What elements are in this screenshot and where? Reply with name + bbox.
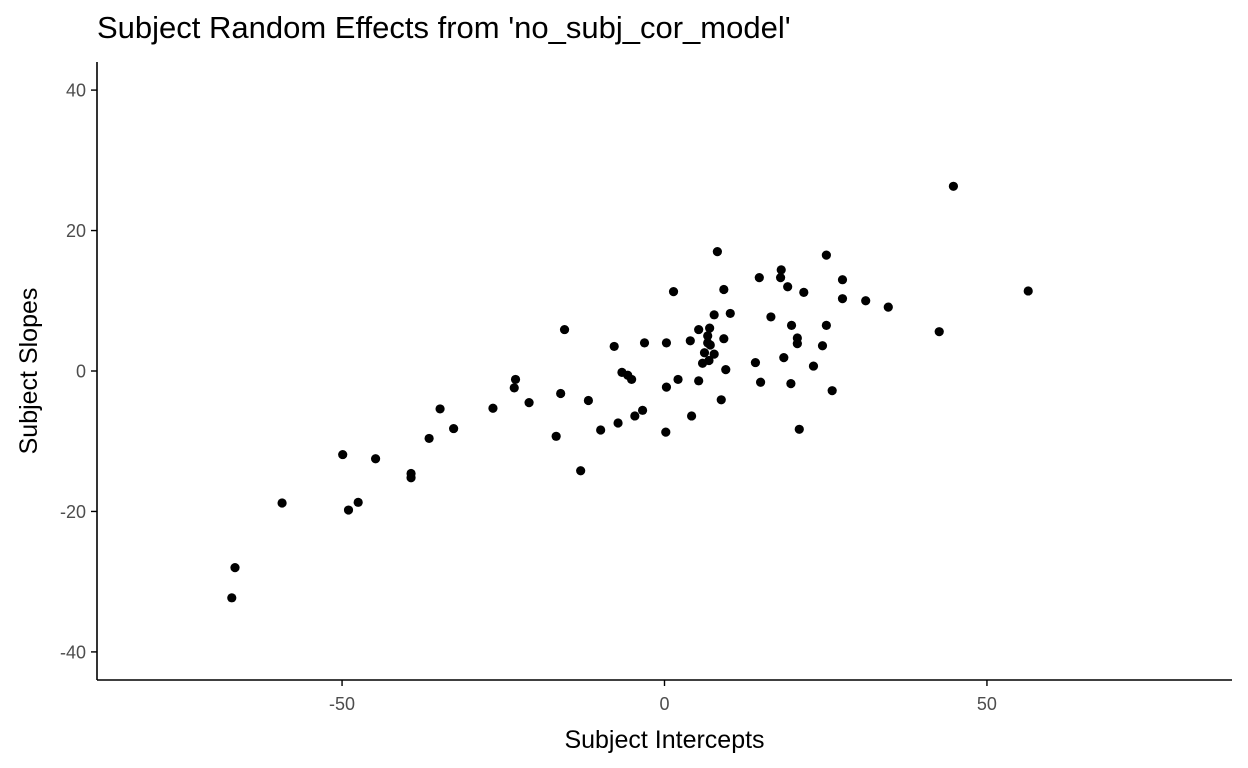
data-point [406,473,416,483]
data-point [338,449,348,460]
data-point [837,275,848,285]
data-point [370,454,381,464]
data-point [617,367,627,378]
y-axis-title: Subject Slopes [15,288,43,455]
axes-layer [96,62,1232,681]
data-point [630,411,640,421]
data-point [551,431,561,441]
data-point [227,593,237,603]
data-point [705,340,715,350]
data-point [686,411,697,421]
data-point [837,294,848,304]
data-point [948,181,959,191]
data-point [424,433,434,444]
data-point [766,312,776,322]
data-point [750,357,761,368]
data-point [792,339,802,349]
data-point [661,427,671,437]
x-ticks: -50 0 50 [329,680,997,714]
data-point [786,379,796,389]
data-point [556,388,566,399]
data-point [783,282,793,292]
data-point [699,348,710,358]
data-point [709,310,719,320]
data-point [716,395,726,405]
data-point [883,302,893,312]
y-tick-label: -40 [60,642,86,662]
data-point [661,382,672,392]
x-tick-label: 50 [977,694,997,714]
y-tick-label: 0 [76,362,86,382]
data-point [694,324,704,335]
data-point [799,287,809,297]
data-point [719,334,729,344]
data-point [754,272,764,283]
data-point [779,353,789,363]
data-point [725,308,735,319]
data-point [576,466,586,476]
data-point [488,403,498,413]
data-point [343,505,354,515]
data-point [705,323,715,333]
data-point [524,398,534,408]
data-point [776,265,786,275]
data-point [703,331,713,341]
data-point [821,250,831,260]
data-point [668,287,679,297]
y-tick-label: -20 [60,502,86,522]
data-point [353,497,363,507]
data-point [709,349,719,359]
data-point [786,320,797,330]
x-tick-label: -50 [329,694,355,714]
data-point [721,364,731,375]
data-point [559,324,570,335]
data-point [821,320,831,330]
data-point [712,247,722,257]
data-point [827,386,837,396]
data-point [934,327,944,337]
data-point [435,404,445,414]
data-point [613,418,623,428]
x-axis-title: Subject Intercepts [564,726,764,754]
data-point [808,361,819,371]
data-point [230,563,240,573]
data-point [596,425,606,435]
y-tick-label: 20 [66,221,86,241]
data-point [1023,286,1033,296]
points-layer [227,181,1033,603]
data-point [449,423,459,434]
data-point [719,284,729,295]
data-point [673,374,683,385]
data-point [685,336,695,346]
data-point [694,376,704,386]
data-point [509,383,519,393]
data-point [775,272,786,283]
chart-title: Subject Random Effects from 'no_subj_cor… [97,10,791,45]
data-point [637,405,648,415]
data-point [661,338,672,348]
data-point [794,424,804,434]
data-point [639,338,650,348]
data-point [609,341,619,352]
x-tick-label: 0 [659,694,669,714]
data-point [697,358,708,368]
data-point [583,395,594,406]
data-point [277,498,287,508]
y-ticks: -40 -20 0 20 40 [60,81,97,662]
data-point [510,374,521,385]
y-tick-label: 40 [66,81,86,101]
data-point [817,341,828,351]
data-point [755,377,766,387]
data-point [861,296,871,306]
